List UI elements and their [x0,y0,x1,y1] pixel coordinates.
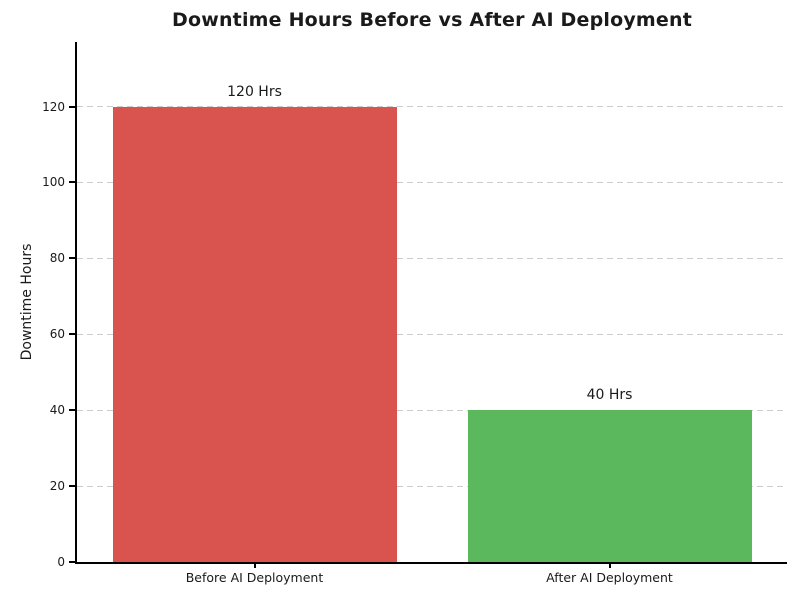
bar-0 [112,106,397,562]
x-tick-mark-1 [608,562,611,568]
y-tick-label-40: 40 [49,403,65,418]
bar-1 [467,410,752,562]
y-tick-mark-20 [69,485,75,488]
y-tick-label-0: 0 [57,555,65,569]
y-tick-label-60: 60 [49,327,65,342]
x-tick-mark-0 [253,562,256,568]
y-tick-mark-40 [69,409,75,412]
y-tick-mark-100 [69,181,75,184]
y-tick-label-80: 80 [49,251,65,266]
bar-value-label-0: 120 Hrs [227,83,282,100]
gridline-40 [77,409,787,411]
gridline-20 [77,485,787,487]
gridline-80 [77,257,787,259]
y-tick-mark-80 [69,257,75,260]
gridline-120 [77,106,787,108]
y-tick-mark-120 [69,105,75,108]
gridline-100 [77,181,787,183]
x-axis-spine [75,562,787,564]
bar-value-label-1: 40 Hrs [586,387,633,404]
plot-area: 120 Hrs 40 Hrs [75,42,787,564]
chart-title: Downtime Hours Before vs After AI Deploy… [171,9,693,31]
y-tick-mark-0 [69,561,75,563]
gridline-60 [77,333,787,335]
y-tick-label-20: 20 [49,479,65,494]
y-axis-spine [75,42,77,564]
x-tick-label-0: Before AI Deployment [185,570,324,585]
y-tick-label-120: 120 [42,99,65,114]
x-tick-label-1: After AI Deployment [546,570,673,585]
y-tick-mark-60 [69,333,75,336]
y-tick-label-100: 100 [42,175,65,190]
